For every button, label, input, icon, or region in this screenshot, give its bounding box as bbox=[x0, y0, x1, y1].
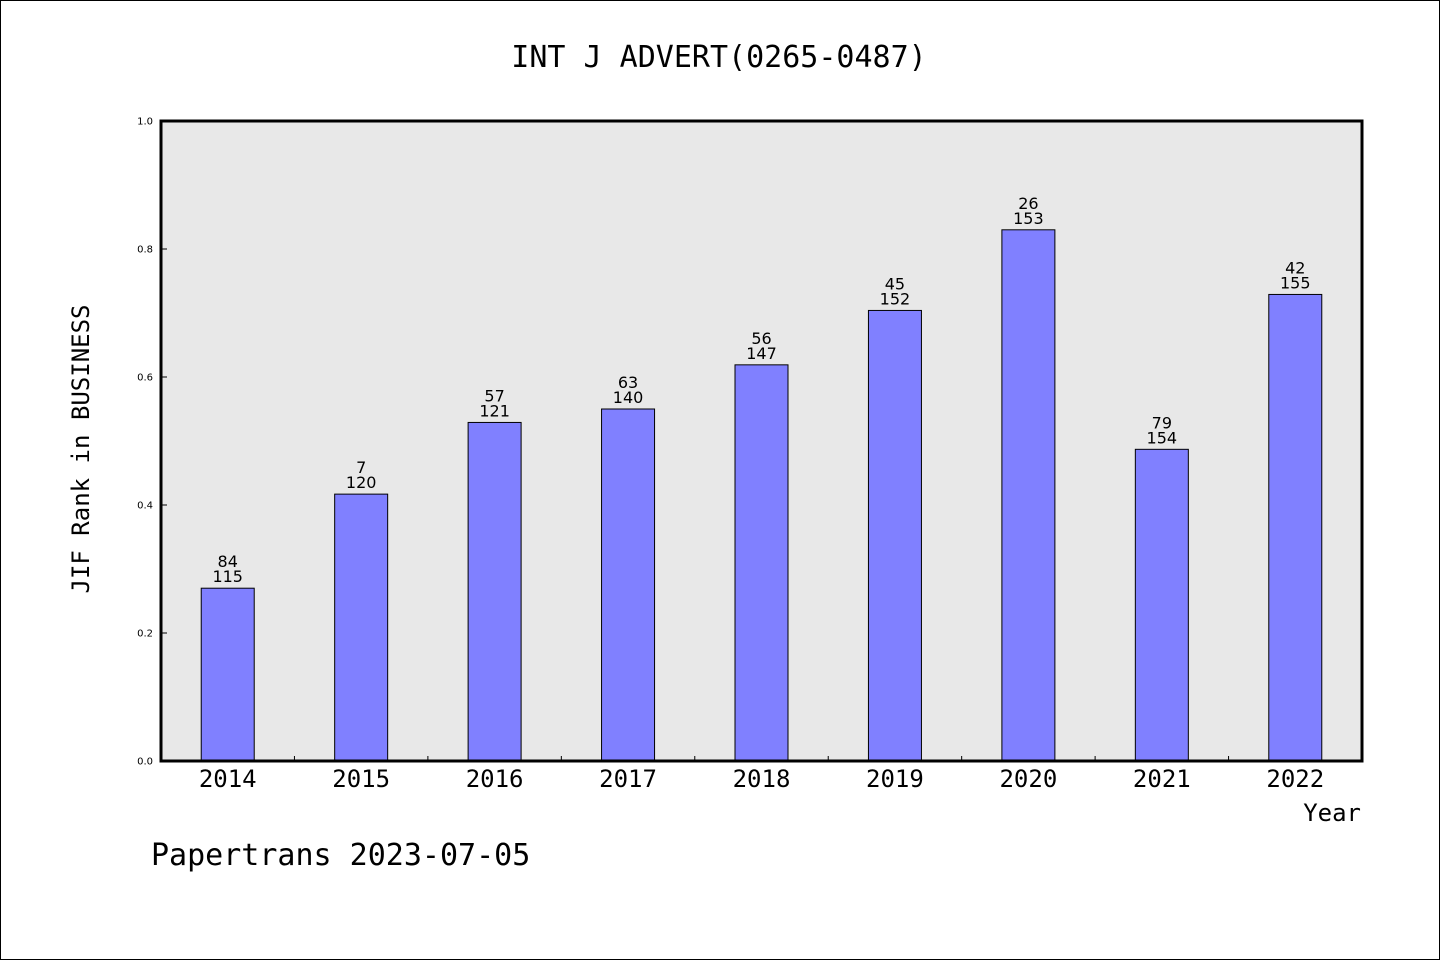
x-tick-label: 2022 bbox=[1266, 765, 1324, 793]
bar-2022 bbox=[1268, 293, 1323, 762]
y-tick-label: 0.6 bbox=[137, 373, 153, 384]
bar-rank-label: 26 bbox=[1018, 194, 1038, 213]
bar-2021 bbox=[1134, 448, 1189, 762]
plot-border bbox=[159, 119, 1364, 763]
x-axis-label: Year bbox=[1303, 799, 1361, 827]
bar-total-label: 115 bbox=[212, 567, 243, 586]
y-axis-label: JIF Rank in BUSINESS bbox=[67, 305, 95, 594]
chart-title: INT J ADVERT(0265-0487) bbox=[511, 40, 926, 75]
bar-2020 bbox=[1001, 229, 1056, 762]
bar-total-label: 153 bbox=[1013, 209, 1044, 228]
bar-2016 bbox=[467, 421, 522, 762]
x-tick-label: 2015 bbox=[332, 765, 390, 793]
bar-total-label: 155 bbox=[1280, 273, 1311, 292]
bar-2018 bbox=[734, 364, 789, 762]
bar-total-label: 147 bbox=[746, 344, 777, 363]
bar-rank-label: 7 bbox=[356, 458, 366, 477]
bar-rank-label: 63 bbox=[618, 373, 638, 392]
bar-total-label: 154 bbox=[1147, 428, 1178, 447]
y-tick-label: 0.2 bbox=[137, 629, 153, 640]
bar-total-label: 140 bbox=[613, 388, 644, 407]
bar-2015 bbox=[334, 493, 389, 762]
x-tick-label: 2016 bbox=[466, 765, 524, 793]
bar-total-label: 152 bbox=[880, 289, 911, 308]
bar-rank-label: 84 bbox=[218, 552, 238, 571]
bar-total-label: 121 bbox=[479, 401, 510, 420]
bar-rank-label: 56 bbox=[751, 329, 771, 348]
x-tick-label: 2014 bbox=[199, 765, 257, 793]
y-tick-label: 0.0 bbox=[137, 757, 153, 768]
bar-rank-label: 45 bbox=[885, 274, 905, 293]
x-tick-label: 2019 bbox=[866, 765, 924, 793]
x-tick-label: 2018 bbox=[733, 765, 791, 793]
y-tick-label: 1.0 bbox=[137, 117, 153, 128]
x-axis: 2014 2015 2016 2017 2018 2019 2020 2021 2022 bbox=[199, 756, 1324, 793]
bar-rank-label: 57 bbox=[484, 386, 504, 405]
bar-rank-label: 79 bbox=[1152, 413, 1172, 432]
x-tick-label: 2017 bbox=[599, 765, 657, 793]
bar-total-label: 120 bbox=[346, 473, 377, 492]
bar-2019 bbox=[867, 309, 922, 762]
y-tick-label: 0.8 bbox=[137, 245, 153, 256]
footer-stamp: Papertrans 2023-07-05 bbox=[151, 838, 530, 873]
x-tick-label: 2020 bbox=[999, 765, 1057, 793]
x-tick-label: 2021 bbox=[1133, 765, 1191, 793]
bar-2014 bbox=[200, 587, 255, 762]
y-tick-label: 0.4 bbox=[137, 501, 153, 512]
bar-2017 bbox=[601, 408, 656, 762]
bar-rank-label: 42 bbox=[1285, 258, 1305, 277]
